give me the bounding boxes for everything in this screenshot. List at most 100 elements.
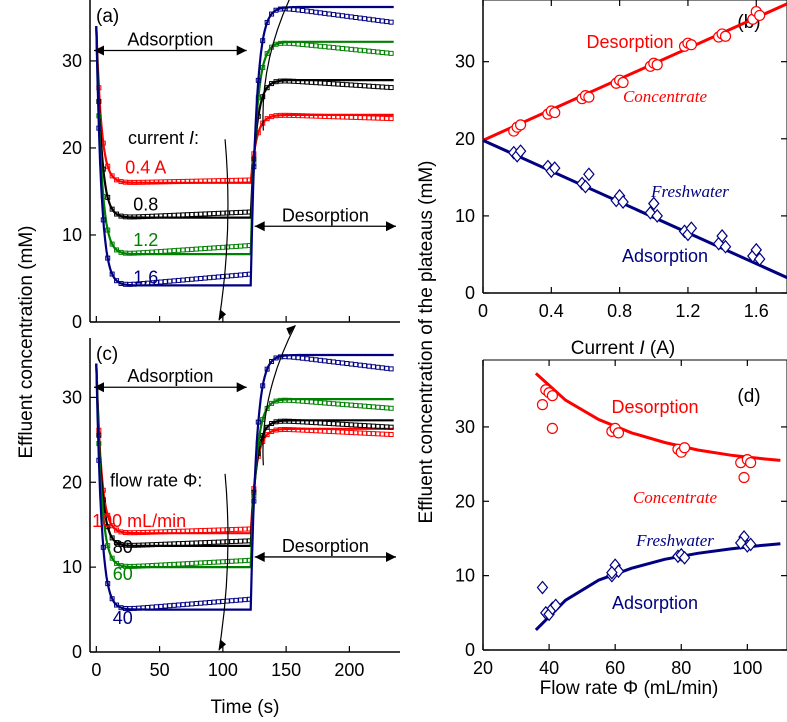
y-tick-label: 0 — [72, 642, 82, 662]
x-axis-label: Current I (A) — [571, 338, 676, 359]
data-point — [264, 366, 270, 372]
data-point — [105, 255, 111, 261]
data-point — [612, 564, 625, 579]
trend-arrow-adsorption-head — [219, 309, 227, 321]
series-sublabel: Freshwater — [650, 182, 729, 201]
panel-label: (d) — [737, 386, 760, 407]
data-point — [546, 422, 558, 435]
data-point — [105, 524, 111, 530]
data-point — [109, 596, 115, 602]
data-point — [388, 50, 394, 56]
y-tick-label: 30 — [62, 387, 82, 407]
series-label: 100 mL/min — [92, 511, 186, 531]
y-tick-label: 30 — [62, 51, 82, 71]
series-label: Desorption — [611, 397, 698, 417]
trend-arrow-adsorption — [218, 139, 229, 321]
x-tick-label: 200 — [334, 660, 364, 680]
series-black — [95, 363, 394, 548]
x-tick-label: 50 — [150, 660, 170, 680]
data-point — [260, 38, 266, 44]
data-point — [255, 419, 261, 425]
data-point — [264, 424, 270, 430]
data-point — [260, 64, 266, 70]
x-tick-label: 1.2 — [675, 301, 700, 321]
data-point — [251, 498, 257, 504]
series-label: Adsorption — [622, 246, 708, 266]
trend-arrow-adsorption-head — [219, 639, 227, 651]
desorption-label: Desorption — [282, 205, 369, 225]
series-desorption: Desorption Concentrate — [482, 2, 787, 142]
panel-label: (a) — [96, 6, 119, 27]
x-axis-label-prefix: Current — [571, 338, 640, 359]
right-y-axis-label: Effluent concentration of the plateaus (… — [416, 161, 437, 524]
x-axis-label: Flow rate Φ (mL/min) — [540, 678, 719, 699]
x-tick-label: 0.4 — [539, 301, 564, 321]
data-point — [754, 9, 766, 22]
data-point — [678, 550, 691, 565]
data-point — [105, 227, 111, 233]
series-green — [95, 26, 394, 256]
x-axis-label-italic: I — [639, 338, 645, 359]
series-sublabel: Concentrate — [623, 87, 707, 106]
panel-b: 010203000.40.81.21.6(b)DesorptionConcent… — [455, 0, 787, 359]
y-tick-label: 0 — [72, 312, 82, 332]
trend-arrow-adsorption — [218, 473, 229, 651]
x-tick-label: 1.6 — [744, 301, 769, 321]
trend-arrow-desorption — [262, 0, 290, 131]
panel-c: 0 10 20 30 0 50 100 150 200 (c) Adsorption Desorpti… — [62, 324, 400, 718]
legend-title-colon: : — [194, 128, 199, 148]
data-point — [583, 167, 595, 182]
series-adsorption: Adsorption Freshwater — [534, 530, 781, 631]
x-tick-label: 80 — [671, 658, 691, 678]
left-y-axis-label: Effluent concentration (mM) — [16, 225, 37, 458]
y-tick-label: 20 — [62, 472, 82, 492]
data-point — [651, 208, 663, 223]
adsorption-arrow-head-left — [94, 45, 104, 56]
desorption-arrow-head-left — [254, 221, 265, 232]
series-sublabel: Concentrate — [633, 488, 717, 507]
data-point — [264, 19, 270, 25]
data-point — [260, 433, 266, 439]
data-point — [549, 598, 562, 613]
series-label: 0.4 A — [125, 158, 166, 178]
data-point — [269, 11, 275, 17]
data-point — [648, 196, 660, 211]
data-point — [745, 457, 757, 469]
x-tick-label: 100 — [732, 658, 762, 678]
data-point — [251, 164, 257, 170]
data-point — [606, 565, 618, 580]
data-point — [260, 383, 266, 389]
data-point — [109, 555, 115, 561]
x-tick-label: 0 — [91, 660, 101, 680]
desorption-arrow-head-right — [386, 221, 396, 232]
data-point — [105, 581, 111, 587]
data-point — [105, 163, 111, 169]
series-label: Desorption — [586, 32, 673, 52]
series-navy — [95, 353, 394, 612]
y-tick-label: 30 — [455, 417, 475, 437]
data-point — [388, 116, 394, 122]
data-point — [734, 535, 747, 550]
data-point — [114, 602, 120, 608]
data-point — [548, 161, 561, 176]
data-point — [388, 424, 394, 430]
series-label: 1.6 — [133, 267, 158, 287]
data-point — [685, 39, 697, 51]
y-tick-label: 0 — [465, 640, 475, 660]
adsorption-arrow-head-right — [236, 382, 247, 393]
data-point — [109, 535, 115, 541]
data-point — [246, 596, 252, 602]
series-label: 40 — [113, 608, 133, 628]
data-point — [264, 51, 270, 57]
series-label: 1.2 — [133, 230, 158, 250]
data-point — [617, 76, 629, 89]
data-point — [264, 85, 270, 91]
y-tick-label: 10 — [455, 206, 475, 226]
adsorption-annotation: Adsorption — [94, 29, 247, 56]
desorption-arrow-head-right — [386, 551, 396, 562]
y-tick-label: 0 — [465, 283, 475, 303]
legend-title-italic: I — [189, 128, 194, 148]
legend-title: flow rate Φ: — [110, 471, 202, 491]
data-point — [388, 366, 394, 372]
